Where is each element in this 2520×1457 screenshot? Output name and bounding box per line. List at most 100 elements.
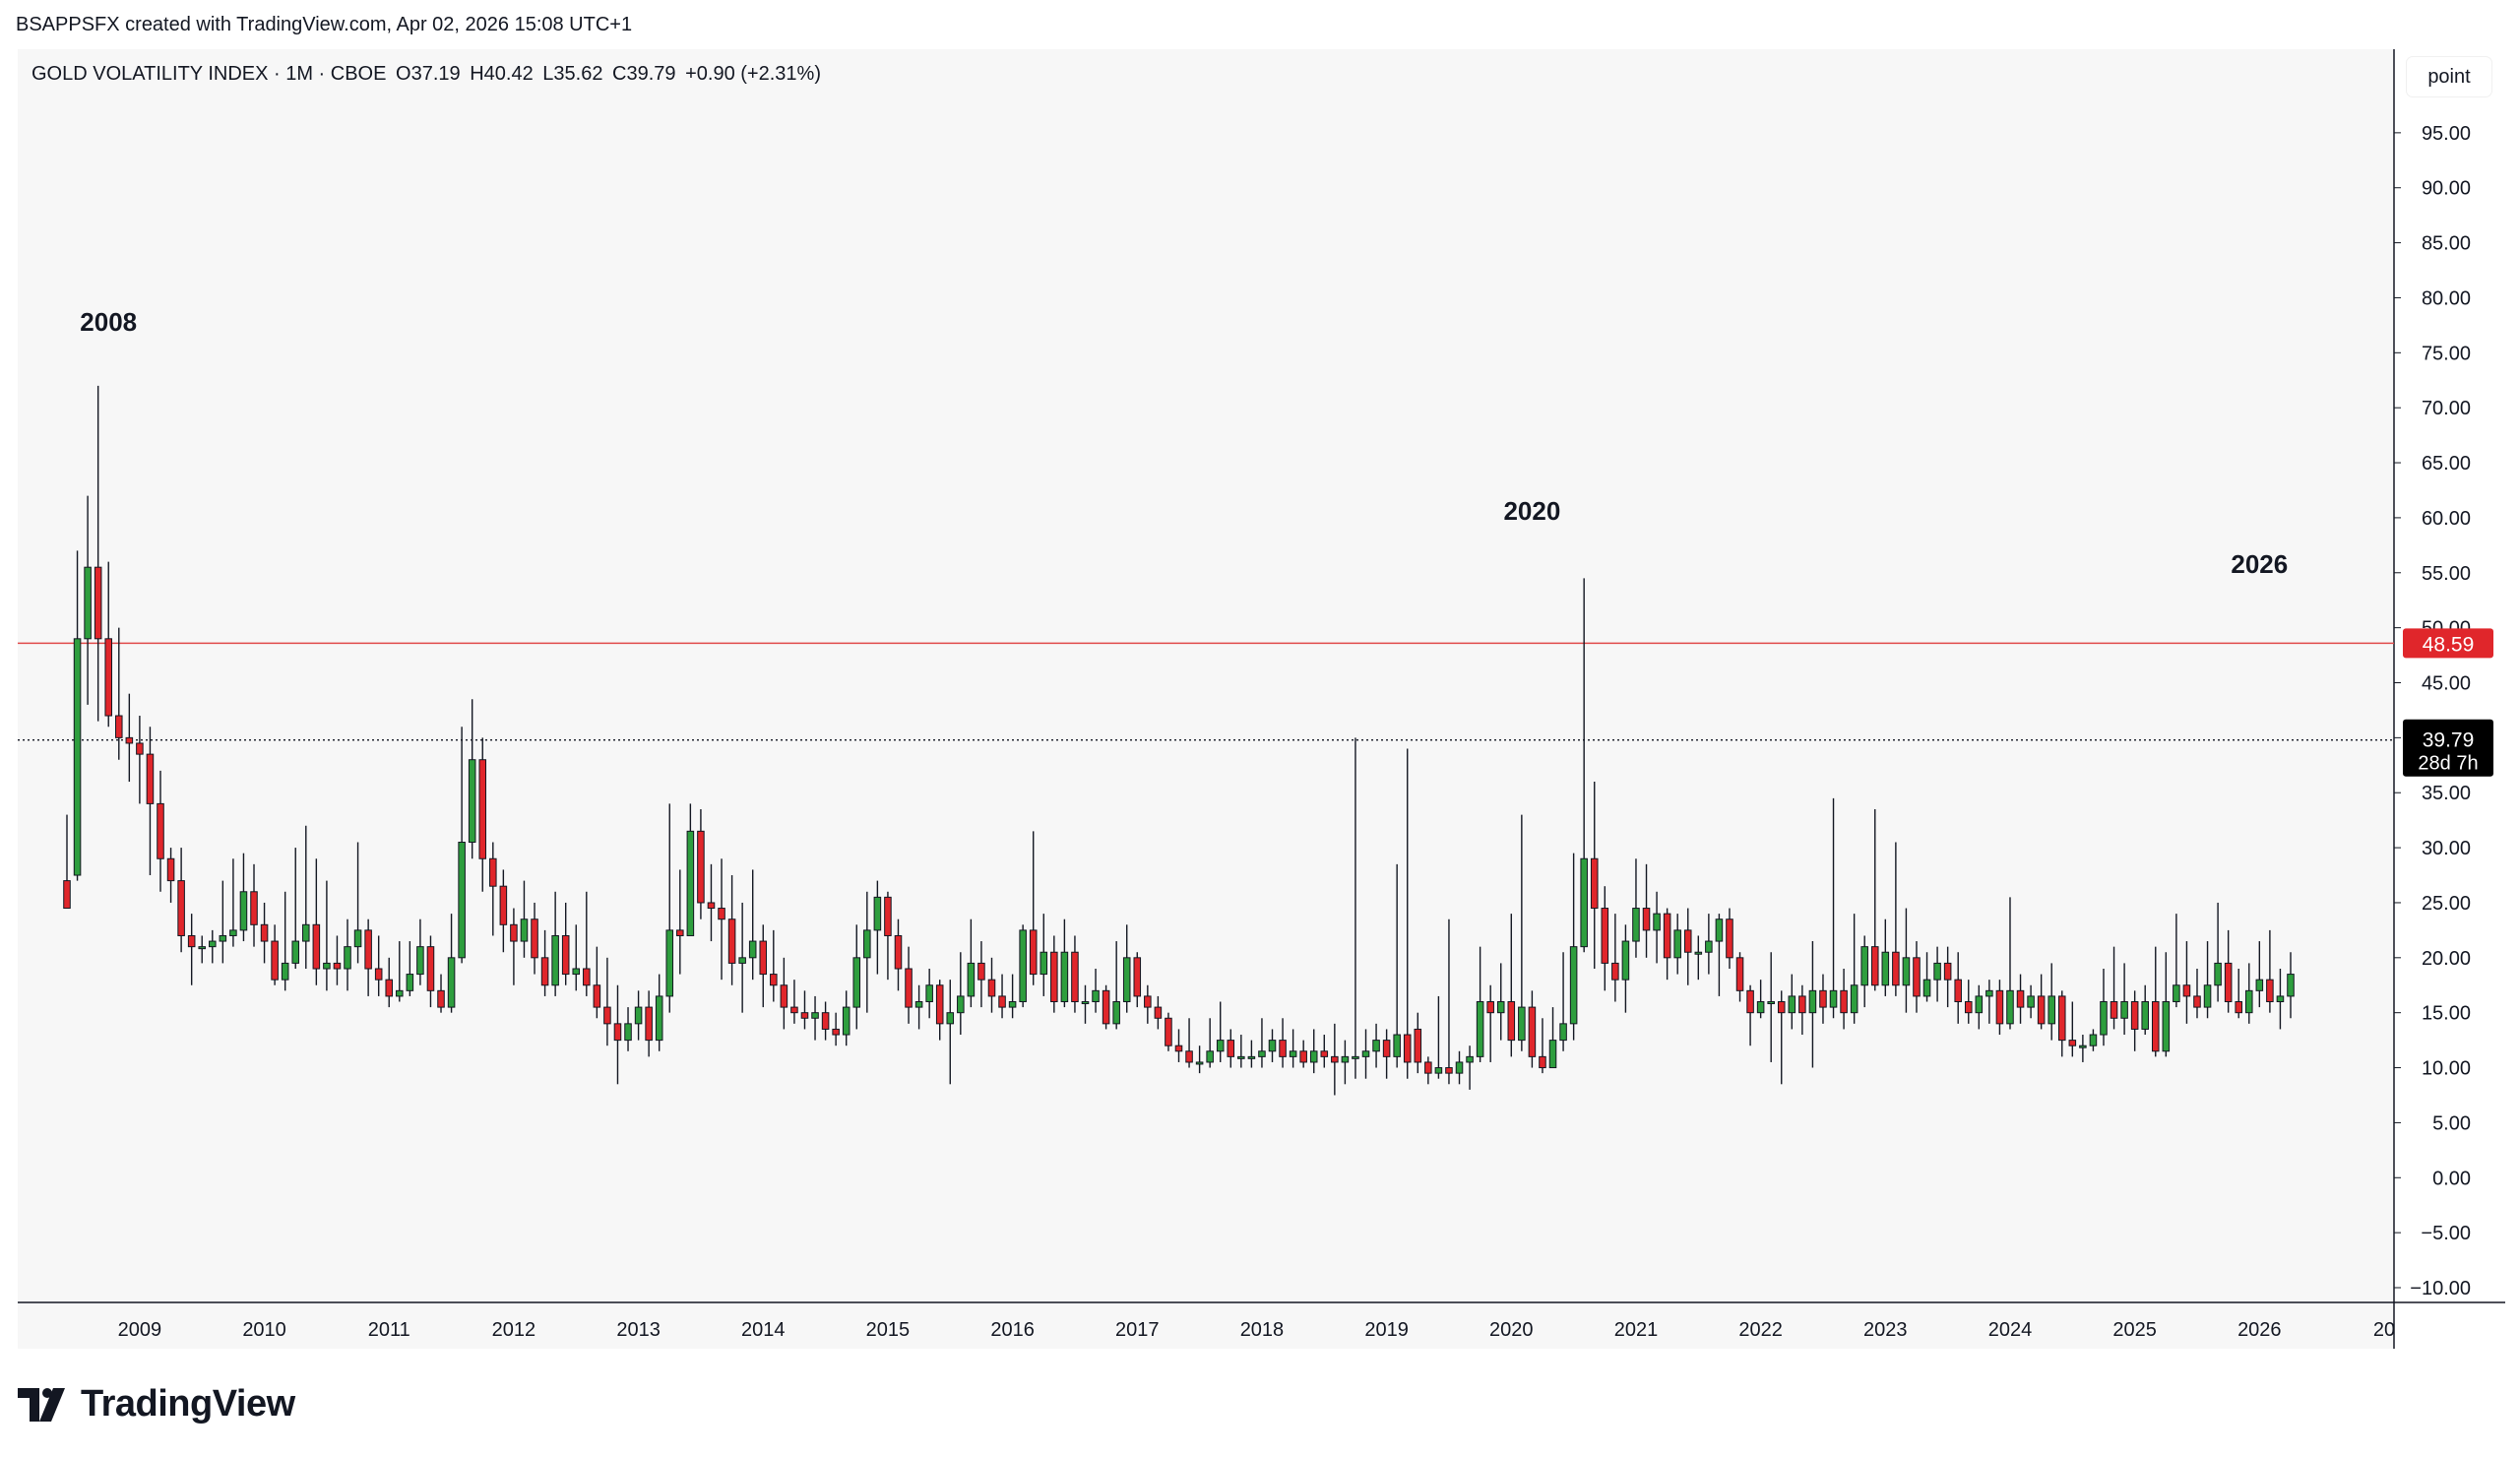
price-tick-label: 30.00 [2422,838,2471,859]
candle-body [1673,929,1681,959]
candle-body [759,940,768,976]
candle-body [1165,1017,1172,1046]
candle-body [1922,979,1931,997]
candle-body [894,934,903,970]
price-tick-label: 95.00 [2422,123,2471,145]
time-tick-label: 2016 [990,1319,1035,1341]
candle-body [707,902,716,910]
candle-body [1486,1001,1494,1014]
candle-body [531,919,538,959]
candle-body [2244,989,2253,1014]
candle-body [2287,974,2295,997]
candle-body [2266,979,2274,1003]
price-tick-label: 90.00 [2422,178,2471,200]
candle-body [291,940,300,964]
candle-body [613,1023,622,1042]
candle-body [1621,940,1630,981]
candle-body [1808,989,1817,1014]
candle-body [2068,1040,2077,1046]
candle-body [1590,857,1599,910]
candle-body [146,753,155,804]
price-tick-label: 60.00 [2422,508,2471,530]
candle-body [884,896,892,936]
candle-body [1227,1040,1235,1057]
candle-body [333,962,342,970]
candle-body [1247,1055,1256,1059]
candle-body [1507,1001,1516,1042]
candle-body [2173,984,2180,1003]
candle-body [1216,1040,1225,1052]
candle-body [1933,962,1941,981]
candle-body [1829,989,1838,1008]
candle-body [2048,995,2055,1025]
candle-body [1705,940,1713,953]
time-tick-label: 2013 [616,1319,661,1341]
price-tick-label: 10.00 [2422,1058,2471,1080]
candle-body [1902,957,1911,986]
candle-body [2193,995,2201,1008]
candle-body [738,957,746,964]
candle-body [832,1028,840,1036]
candle-body [748,940,757,959]
candle-body [1185,1050,1193,1063]
candle-body [84,566,92,640]
change-value: +0.90 (+2.31%) [685,63,821,85]
time-tick-label: 2025 [2112,1319,2157,1341]
candle-body [1071,951,1079,1003]
candle-body [1144,995,1152,1008]
candle-body [1559,1023,1567,1042]
candle-body [583,968,591,986]
candle-body [2151,1001,2160,1052]
candle-body [1279,1040,1287,1057]
candle-body [219,934,227,942]
candle-body [1424,1061,1432,1074]
time-tick-label: 2012 [492,1319,536,1341]
candle-body [1372,1040,1380,1052]
candle-body [437,989,445,1008]
candle-body [94,566,102,640]
candle-body [561,934,570,976]
candle-body [1840,989,1848,1014]
candle-body [1985,989,1993,997]
bar-countdown-label: 28d 7h [2418,753,2478,775]
candle-body [1393,1034,1401,1057]
candle-body [1798,995,1806,1014]
candle-body [624,1023,632,1042]
candle-body [1954,979,1962,1003]
time-tick-label: 2009 [118,1319,162,1341]
candle-body [1403,1034,1412,1063]
year-annotation: 2008 [80,307,137,337]
candle-body [385,979,394,997]
candle-body [271,940,279,981]
candle-body [1756,1001,1765,1014]
price-scale-mode-button[interactable]: point [2407,57,2491,96]
time-tick-label: 2010 [242,1319,286,1341]
candle-body [209,940,217,948]
price-tick-label: 45.00 [2422,673,2471,695]
candle-body [1455,1061,1464,1074]
candle-body [2110,1001,2118,1019]
brand[interactable]: TradingView [18,1383,295,1425]
candle-body [946,1012,955,1025]
resistance-price-label: 48.59 [2423,633,2475,656]
candle-body [1601,908,1609,964]
candle-body [645,1006,653,1042]
candle-body [2276,995,2285,1003]
time-tick-label: 2020 [1489,1319,1534,1341]
candle-body [406,974,414,991]
price-tick-label: 85.00 [2422,233,2471,255]
high-label: H [470,63,484,85]
candle-body [1569,946,1578,1025]
candle-body [925,984,933,1003]
candle-body [1548,1040,1557,1069]
candle-body [239,891,248,931]
price-tick-label: −5.00 [2421,1223,2471,1244]
candle-body [1788,995,1796,1014]
symbol-label[interactable]: GOLD VOLATILITY INDEX · 1M · CBOE [32,63,387,85]
candle-body [852,957,861,1008]
candle-body [2182,984,2191,997]
high-value: 40.42 [483,63,534,85]
candle-body [1746,989,1754,1014]
candle-body [2224,962,2233,1003]
candle-body [374,968,383,981]
